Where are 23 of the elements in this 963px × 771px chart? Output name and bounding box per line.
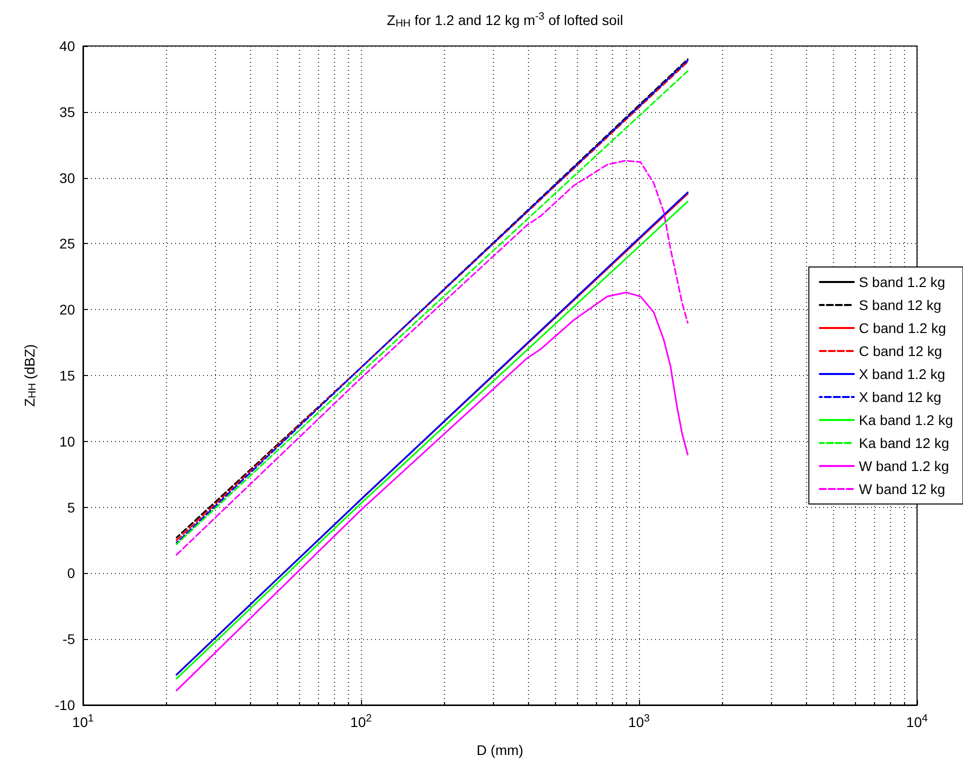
legend-label: Ka band 12 kg	[858, 435, 950, 451]
legend-label: Ka band 1.2 kg	[858, 412, 953, 428]
y-tick-label: -5	[62, 631, 76, 648]
y-tick-label: -10	[54, 697, 76, 713]
y-tick-label: 40	[59, 38, 76, 54]
y-tick-label: 20	[59, 302, 76, 318]
legend-label: C band 1.2 kg	[858, 320, 946, 336]
legend-label: X band 1.2 kg	[858, 366, 946, 382]
legend-label: X band 12 kg	[858, 389, 942, 405]
legend-label: S band 1.2 kg	[858, 274, 946, 290]
y-tick-label: 25	[59, 236, 76, 252]
y-tick-label: 5	[67, 499, 76, 516]
y-tick-label: 15	[59, 368, 76, 384]
legend-label: S band 12 kg	[858, 297, 942, 313]
y-tick-label: 0	[67, 565, 76, 582]
legend-label: W band 12 kg	[858, 481, 946, 497]
y-tick-label: 35	[59, 104, 76, 120]
y-axis-title: ZHH (dBZ)	[21, 344, 38, 407]
legend-label: C band 12 kg	[858, 343, 942, 359]
y-tick-label: 30	[59, 170, 76, 186]
y-tick-label: 10	[59, 433, 76, 450]
x-axis-title: D (mm)	[476, 742, 524, 758]
legend-label: W band 1.2 kg	[858, 458, 950, 474]
